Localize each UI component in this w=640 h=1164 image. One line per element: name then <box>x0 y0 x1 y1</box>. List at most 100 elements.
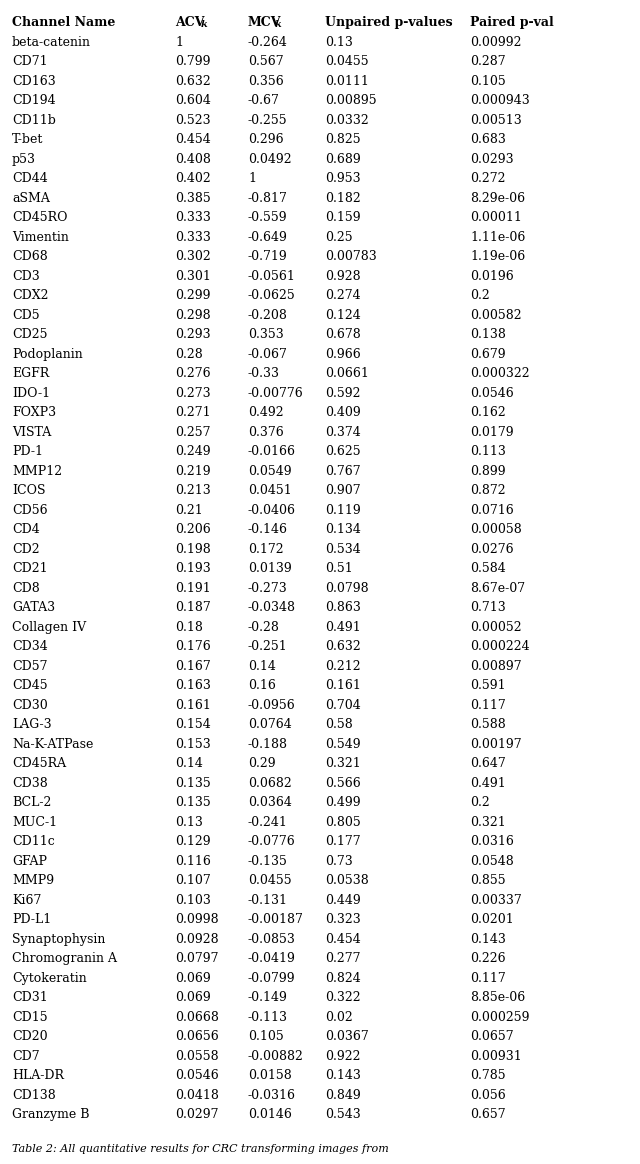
Text: 0.679: 0.679 <box>470 348 506 361</box>
Text: CD56: CD56 <box>12 504 47 517</box>
Text: -0.208: -0.208 <box>248 308 288 321</box>
Text: 0.153: 0.153 <box>175 738 211 751</box>
Text: Granzyme B: Granzyme B <box>12 1108 90 1121</box>
Text: 0.0364: 0.0364 <box>248 796 292 809</box>
Text: 0.206: 0.206 <box>175 523 211 537</box>
Text: 0.534: 0.534 <box>325 542 361 555</box>
Text: -0.0348: -0.0348 <box>248 601 296 615</box>
Text: 0.0455: 0.0455 <box>248 874 292 887</box>
Text: LAG-3: LAG-3 <box>12 718 52 731</box>
Text: 0.825: 0.825 <box>325 133 360 147</box>
Text: -0.67: -0.67 <box>248 94 280 107</box>
Text: 0.0276: 0.0276 <box>470 542 514 555</box>
Text: 0.14: 0.14 <box>248 660 276 673</box>
Text: 0.928: 0.928 <box>325 270 360 283</box>
Text: 0.922: 0.922 <box>325 1050 360 1063</box>
Text: 0.591: 0.591 <box>470 679 506 693</box>
Text: HLA-DR: HLA-DR <box>12 1069 64 1083</box>
Text: 0.162: 0.162 <box>470 406 506 419</box>
Text: CD25: CD25 <box>12 328 47 341</box>
Text: 0.491: 0.491 <box>470 776 506 789</box>
Text: 0.105: 0.105 <box>248 1030 284 1043</box>
Text: 0.492: 0.492 <box>248 406 284 419</box>
Text: 0.00337: 0.00337 <box>470 894 522 907</box>
Text: CD71: CD71 <box>12 55 47 69</box>
Text: 0.0367: 0.0367 <box>325 1030 369 1043</box>
Text: 0.302: 0.302 <box>175 250 211 263</box>
Text: 0.402: 0.402 <box>175 172 211 185</box>
Text: 0.219: 0.219 <box>175 464 211 477</box>
Text: 0.376: 0.376 <box>248 426 284 439</box>
Text: 0.00895: 0.00895 <box>325 94 376 107</box>
Text: 0.409: 0.409 <box>325 406 361 419</box>
Text: 0.0668: 0.0668 <box>175 1010 219 1023</box>
Text: 0.0657: 0.0657 <box>470 1030 514 1043</box>
Text: 0.632: 0.632 <box>175 74 211 87</box>
Text: 0.00011: 0.00011 <box>470 211 522 225</box>
Text: MMP9: MMP9 <box>12 874 54 887</box>
Text: 0.134: 0.134 <box>325 523 361 537</box>
Text: 0.953: 0.953 <box>325 172 360 185</box>
Text: 0.785: 0.785 <box>470 1069 506 1083</box>
Text: 0.0716: 0.0716 <box>470 504 514 517</box>
Text: 0.176: 0.176 <box>175 640 211 653</box>
Text: 0.0798: 0.0798 <box>325 582 369 595</box>
Text: 0.872: 0.872 <box>470 484 506 497</box>
Text: 0.0548: 0.0548 <box>470 854 514 867</box>
Text: 0.549: 0.549 <box>325 738 360 751</box>
Text: ICOS: ICOS <box>12 484 45 497</box>
Text: k: k <box>201 20 208 29</box>
Text: 0.51: 0.51 <box>325 562 353 575</box>
Text: 0.124: 0.124 <box>325 308 361 321</box>
Text: CD11b: CD11b <box>12 114 56 127</box>
Text: 0.213: 0.213 <box>175 484 211 497</box>
Text: 0.14: 0.14 <box>175 757 203 771</box>
Text: 0.353: 0.353 <box>248 328 284 341</box>
Text: 0.625: 0.625 <box>325 445 360 459</box>
Text: 0.116: 0.116 <box>175 854 211 867</box>
Text: -0.00776: -0.00776 <box>248 386 304 399</box>
Text: MCV: MCV <box>248 16 282 29</box>
Text: -0.0625: -0.0625 <box>248 289 296 303</box>
Text: 0.689: 0.689 <box>325 152 361 165</box>
Text: 0.321: 0.321 <box>470 816 506 829</box>
Text: 0.0546: 0.0546 <box>470 386 514 399</box>
Text: 0.805: 0.805 <box>325 816 361 829</box>
Text: 0.73: 0.73 <box>325 854 353 867</box>
Text: Cytokeratin: Cytokeratin <box>12 972 87 985</box>
Text: 0.13: 0.13 <box>325 36 353 49</box>
Text: 0.824: 0.824 <box>325 972 361 985</box>
Text: 0.567: 0.567 <box>248 55 284 69</box>
Text: aSMA: aSMA <box>12 192 50 205</box>
Text: 8.29e-06: 8.29e-06 <box>470 192 525 205</box>
Text: 0.119: 0.119 <box>325 504 361 517</box>
Text: 0.592: 0.592 <box>325 386 360 399</box>
Text: 0.00058: 0.00058 <box>470 523 522 537</box>
Text: CD138: CD138 <box>12 1088 56 1101</box>
Text: FOXP3: FOXP3 <box>12 406 56 419</box>
Text: 0.296: 0.296 <box>248 133 284 147</box>
Text: -0.719: -0.719 <box>248 250 288 263</box>
Text: 0.449: 0.449 <box>325 894 361 907</box>
Text: 0.704: 0.704 <box>325 698 361 711</box>
Text: 0.0549: 0.0549 <box>248 464 292 477</box>
Text: 0.107: 0.107 <box>175 874 211 887</box>
Text: 0.02: 0.02 <box>325 1010 353 1023</box>
Text: CD4: CD4 <box>12 523 40 537</box>
Text: -0.559: -0.559 <box>248 211 287 225</box>
Text: 0.161: 0.161 <box>325 679 361 693</box>
Text: 0.0797: 0.0797 <box>175 952 218 965</box>
Text: 0.0656: 0.0656 <box>175 1030 219 1043</box>
Text: Ki67: Ki67 <box>12 894 42 907</box>
Text: 0.855: 0.855 <box>470 874 506 887</box>
Text: 0.000224: 0.000224 <box>470 640 530 653</box>
Text: PD-L1: PD-L1 <box>12 913 51 927</box>
Text: 0.117: 0.117 <box>470 972 506 985</box>
Text: 0.287: 0.287 <box>470 55 506 69</box>
Text: 0.069: 0.069 <box>175 991 211 1005</box>
Text: 0.00513: 0.00513 <box>470 114 522 127</box>
Text: 0.863: 0.863 <box>325 601 361 615</box>
Text: -0.0419: -0.0419 <box>248 952 296 965</box>
Text: beta-catenin: beta-catenin <box>12 36 91 49</box>
Text: CD15: CD15 <box>12 1010 47 1023</box>
